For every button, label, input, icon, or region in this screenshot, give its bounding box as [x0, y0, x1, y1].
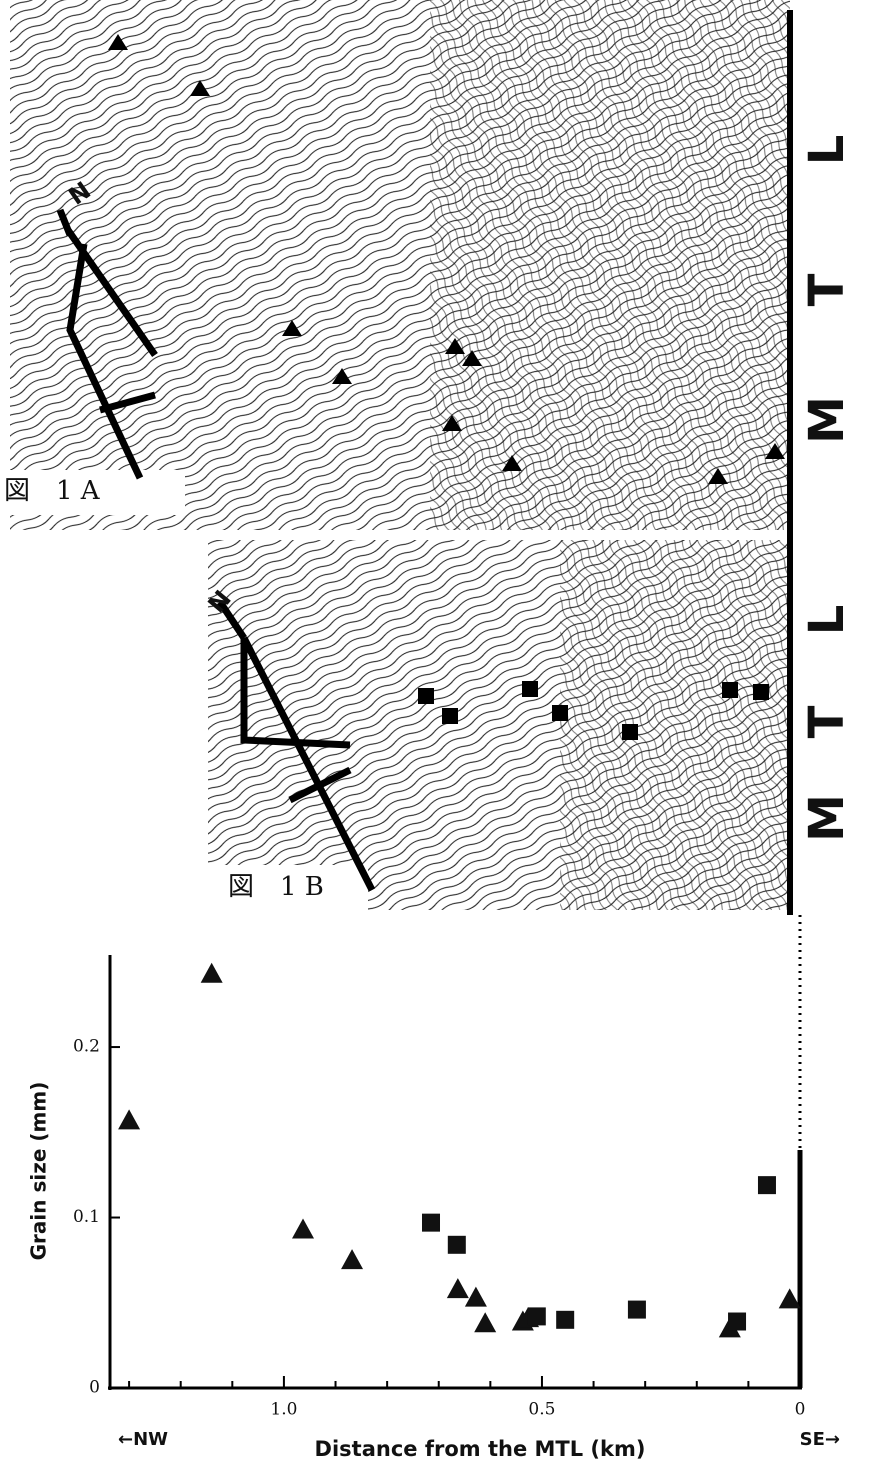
map-b: 図 1 B N M T L [200, 540, 855, 910]
x-tick-label: 0 [795, 1400, 806, 1420]
map-a: 図 1 A N M T L [0, 0, 855, 530]
y-axis-title: Grain size (mm) [27, 1082, 51, 1261]
map-label: 図 1 B [228, 872, 324, 902]
square-marker [728, 1312, 747, 1331]
north-arrow [217, 600, 376, 892]
label-box [200, 865, 368, 910]
fault-letter: M [799, 794, 855, 842]
triangle-marker [341, 1249, 364, 1270]
triangle-marker [292, 1218, 315, 1239]
map-markers [108, 34, 785, 484]
x-tick-label: 1.0 [270, 1400, 297, 1420]
fault-letter: T [799, 273, 855, 306]
triangle-marker [778, 1288, 801, 1309]
square-marker [527, 1307, 546, 1326]
direction-label: SE→ [800, 1429, 840, 1450]
square-marker [447, 1235, 466, 1254]
fault-letter: M [799, 396, 855, 444]
north-arrow [56, 208, 158, 480]
map-contours [560, 540, 790, 910]
label-box [0, 470, 185, 515]
fault-letter: L [799, 135, 855, 166]
map-label: 図 1 A [4, 476, 101, 506]
square-marker [422, 1213, 441, 1232]
y-tick-label: 0 [89, 1378, 100, 1398]
fault-letter: T [799, 705, 855, 738]
chart: Grain size (mm) Distance from the MTL (k… [27, 955, 840, 1461]
map-markers [418, 681, 769, 740]
fault-letter: L [799, 605, 855, 636]
x-axis-title: Distance from the MTL (km) [315, 1437, 646, 1461]
y-tick-label: 0.1 [73, 1207, 100, 1227]
square-marker [757, 1176, 776, 1195]
direction-label: ←NW [118, 1429, 168, 1450]
y-tick-label: 0.2 [73, 1037, 100, 1057]
square-marker [556, 1310, 575, 1329]
triangle-marker [446, 1278, 469, 1299]
triangle-marker [464, 1286, 487, 1307]
triangle-marker [118, 1109, 141, 1130]
triangle-marker [200, 962, 223, 983]
x-tick-label: 0.5 [528, 1400, 555, 1420]
square-marker [627, 1300, 646, 1319]
map-contours [430, 0, 790, 530]
triangle-marker [474, 1312, 497, 1333]
